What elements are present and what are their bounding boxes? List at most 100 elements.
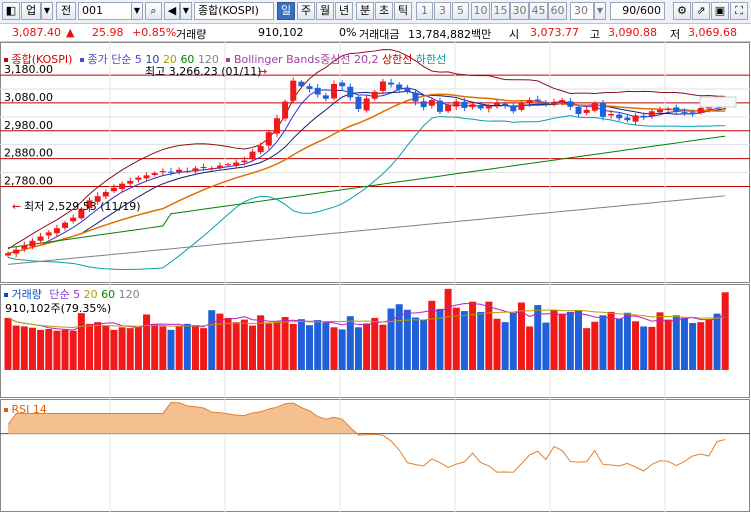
candle-body [575,106,582,115]
volume-bar [354,327,362,370]
minute-30[interactable]: 30 [510,2,529,20]
candle-body [591,102,598,111]
expand-icon[interactable]: ⇗ [692,2,710,20]
interval-input[interactable]: 30 [570,2,594,20]
stock-chart[interactable]: 3,180.00 3,080.00 2,980.00 2,880.00 2,780.00… [0,42,751,512]
minute-1[interactable]: 1 [416,2,433,20]
settings-icon[interactable]: ⚙ [673,2,691,20]
legend-rsi[interactable]: RSI 14 [11,403,47,416]
minute-45[interactable]: 45 [529,2,548,20]
minute-60[interactable]: 60 [548,2,567,20]
period-second[interactable]: 초 [375,2,393,20]
period-tick[interactable]: 틱 [394,2,412,20]
menu-icon[interactable]: ◧ [2,2,20,20]
candle-body [176,169,183,172]
minute-5[interactable]: 5 [452,2,469,20]
candle-body [184,171,191,173]
volume-bar [183,323,191,370]
min-arrow-icon: ← [12,200,21,213]
speaker-dropdown-icon[interactable]: ▼ [180,2,192,20]
volume-bar [289,323,297,370]
candle-body [29,240,36,247]
volume-bar [265,323,273,370]
period-month[interactable]: 월 [316,2,334,20]
code-dropdown-icon[interactable]: ▼ [131,2,143,20]
candle-body [657,109,663,113]
low-value: 3,069.68 [688,26,737,39]
candle-body [583,109,590,113]
volume-bar [477,311,485,370]
fullscreen-icon[interactable]: ⛶ [730,2,748,20]
speaker-icon[interactable]: ◀ [164,2,180,20]
legend-ma5[interactable]: 종가 단순 5 [87,53,142,66]
volume-panel-frame [0,284,750,398]
rsi-legend[interactable]: RSI 14 [4,403,47,416]
legend-vol-ma5[interactable]: 단순 5 [49,288,81,301]
candle-body [192,168,199,172]
period-day[interactable]: 일 [277,2,295,20]
period-minute[interactable]: 분 [356,2,374,20]
legend-bollinger[interactable]: Bollinger Bands중심선 20,2 [233,53,379,66]
candle-body [412,92,419,102]
legend-ma10[interactable]: 10 [145,53,160,66]
legend-kospi[interactable]: 종합(KOSPI) [11,53,73,66]
volume-bar [175,326,183,370]
interval-dropdown-icon[interactable]: ▼ [594,2,606,20]
candle-body [298,81,305,87]
volume-bar [134,327,142,370]
volume-bar [330,327,338,370]
jeon-button[interactable]: 전 [56,2,76,20]
volume-bar [322,322,330,370]
legend-vol-ma20[interactable]: 20 [83,288,98,301]
candle-body [624,117,631,121]
legend-ma20[interactable]: 20 [162,53,177,66]
volume-bar [526,326,534,370]
high-value: 3,090.88 [608,26,657,39]
candle-body [314,87,321,95]
volume-bar [379,324,387,370]
minute-10[interactable]: 10 [471,2,490,20]
period-week[interactable]: 주 [297,2,315,20]
volume-bar [550,309,558,370]
legend-vol-ma60[interactable]: 60 [101,288,116,301]
candle-body [396,84,403,90]
candle-body [363,98,370,111]
save-icon[interactable]: ▣ [711,2,729,20]
candle-body [5,253,11,256]
market-select[interactable]: 업 [21,2,41,20]
count-input[interactable]: 90/600 [610,2,665,20]
legend-ma60[interactable]: 60 [180,53,195,66]
volume-bar [664,319,672,370]
legend-volume[interactable]: 거래량 [11,288,42,301]
market-dropdown-icon[interactable]: ▼ [41,2,53,20]
candle-body [567,101,574,107]
code-input[interactable]: 001 [78,2,138,20]
legend-lower-band[interactable]: 하한선 [415,53,447,66]
volume-bar [232,322,240,370]
volume-bar [599,315,607,370]
candle-body [168,171,174,173]
legend-ma120[interactable]: 120 [197,53,219,66]
price-panel-frame [0,42,750,283]
candle-body [233,162,240,166]
volume-bar [61,329,69,370]
volume-bar [583,328,591,370]
volume-bar [257,315,265,370]
ma60-line [7,135,726,249]
candle-body [62,222,69,228]
minute-15[interactable]: 15 [491,2,510,20]
candle-body [461,101,468,108]
candle-body [135,177,142,180]
volume-value: 910,102 [258,26,304,39]
candle-body [697,107,704,113]
legend-vol-ma120[interactable]: 120 [118,288,140,301]
period-year[interactable]: 년 [335,2,353,20]
candle-body [282,101,289,119]
search-icon[interactable]: ⌕ [145,2,162,20]
legend-upper-band[interactable]: 상한선 [381,53,413,66]
minute-3[interactable]: 3 [434,2,451,20]
candle-body [510,105,517,112]
candle-body [681,112,688,114]
volume-bar [346,316,354,370]
bollinger-lower-line [7,115,726,270]
